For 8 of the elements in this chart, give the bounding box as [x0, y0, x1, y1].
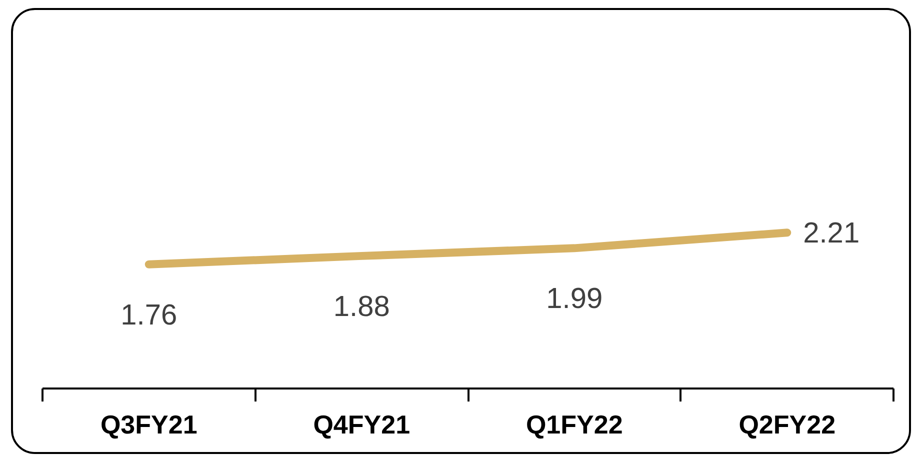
data-label: 1.76 — [120, 299, 178, 332]
x-tick-label: Q4FY21 — [313, 410, 410, 440]
data-label: 2.21 — [803, 218, 860, 250]
x-tick-label: Q3FY21 — [100, 410, 198, 440]
data-label: 1.88 — [333, 290, 390, 323]
data-label: 1.99 — [546, 283, 603, 316]
x-tick-label: Q2FY22 — [738, 410, 836, 440]
x-tick-label: Q1FY22 — [526, 410, 623, 440]
